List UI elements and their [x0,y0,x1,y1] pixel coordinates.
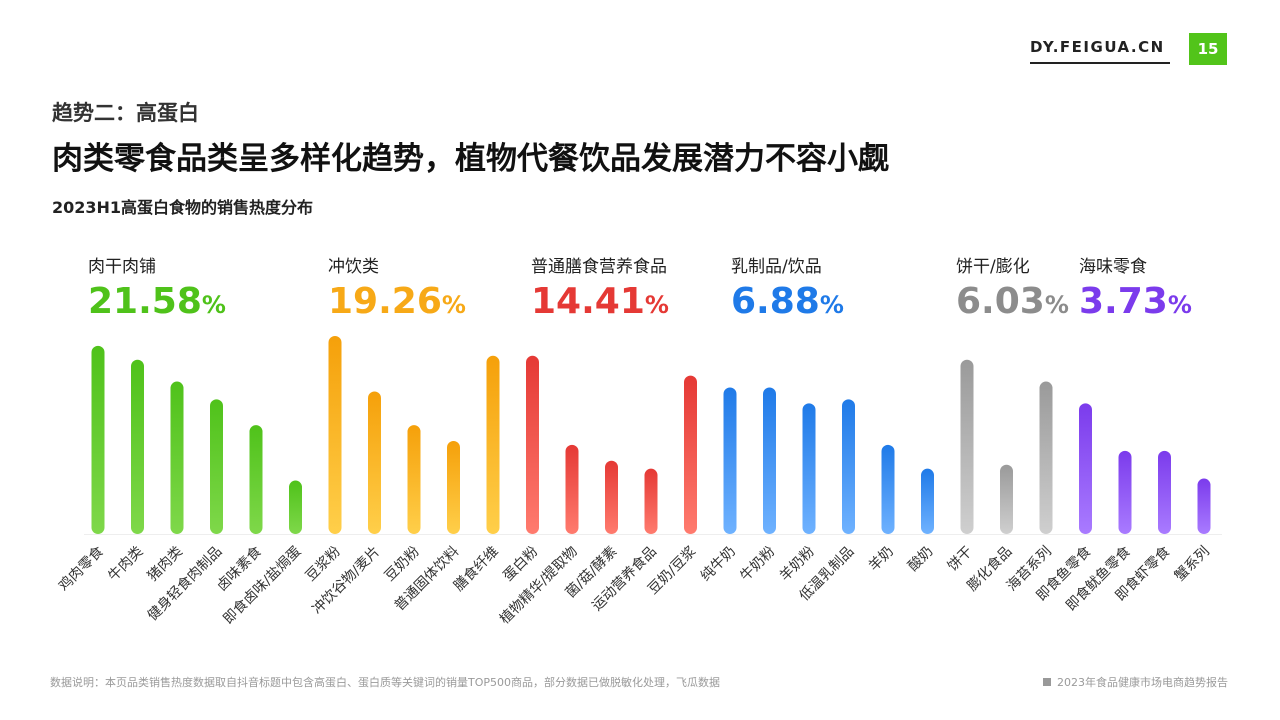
group-label: 海味零食 [1079,257,1147,277]
brand-url[interactable]: DY.FEIGUA.CN [1030,38,1165,56]
group-share-value: 14.41 [531,281,645,322]
bar-26 [1079,403,1092,534]
page-headline: 肉类零食品类呈多样化趋势，植物代餐饮品发展潜力不容小觑 [52,141,889,177]
x-tick-label: 牛肉类 [105,544,146,585]
group-share-unit: % [441,291,466,319]
bar-11 [486,355,500,534]
group-summary-nutrition: 普通膳食营养食品 14.41% [531,252,669,322]
group-summary-dairy: 乳制品/饮品 6.88% [731,252,844,322]
bar-21 [881,444,895,534]
group-share-unit: % [1167,291,1192,319]
bar-8 [368,391,381,534]
bar-1 [91,345,105,534]
section-eyebrow: 趋势二：高蛋白 [52,101,199,125]
bar-29 [1197,478,1211,534]
bar-23 [960,359,974,534]
brand-underline [1030,62,1170,64]
group-share-value: 6.03 [956,281,1045,322]
bar-25 [1039,381,1053,534]
bar-2 [131,359,144,534]
group-share-value: 19.26 [328,281,442,322]
group-share: 21.58% [88,281,226,322]
bar-28 [1158,450,1171,534]
group-label: 冲饮类 [328,257,379,277]
x-tick-label: 饼干 [945,544,976,575]
report-title: 2023年食品健康市场电商趋势报告 [1043,674,1228,690]
bar-14 [605,460,618,534]
report-title-text: 2023年食品健康市场电商趋势报告 [1057,676,1228,689]
x-tick-label: 牛奶粉 [737,544,778,585]
page-number-badge: 15 [1189,33,1227,65]
group-share-value: 3.73 [1079,281,1168,322]
bar-4 [210,399,223,534]
group-share: 14.41% [531,281,669,322]
bar-17 [723,387,737,534]
bar-9 [407,425,421,534]
group-share-unit: % [644,291,669,319]
bar-6 [289,480,302,534]
x-tick-label: 蟹系列 [1172,544,1213,585]
group-summary-meat: 肉干肉铺 21.58% [88,252,226,322]
bar-13 [565,444,579,534]
group-label: 肉干肉铺 [88,257,156,277]
bar-18 [763,387,776,534]
bar-10 [447,440,460,534]
group-label: 普通膳食营养食品 [531,257,667,277]
x-tick-label: 纯牛奶 [698,544,739,585]
bar-12 [526,355,539,534]
bar-19 [802,403,816,534]
bar-20 [842,399,855,534]
bar-24 [1000,464,1013,534]
x-tick-label: 酸奶 [905,544,936,575]
group-share-unit: % [819,291,844,319]
group-share-value: 6.88 [731,281,820,322]
square-icon [1043,678,1051,686]
bar-16 [684,375,697,534]
group-share: 19.26% [328,281,466,322]
group-share: 3.73% [1079,281,1192,322]
x-tick-label: 羊奶 [866,544,897,575]
bar-5 [249,425,263,534]
group-share-value: 21.58 [88,281,202,322]
group-share: 6.03% [956,281,1069,322]
group-share-unit: % [1044,291,1069,319]
data-footnote: 数据说明：本页品类销售热度数据取自抖音标题中包含高蛋白、蛋白质等关键词的销量TO… [50,676,721,689]
group-label: 乳制品/饮品 [731,257,822,277]
group-summary-seafood: 海味零食 3.73% [1079,252,1192,322]
group-share-unit: % [201,291,226,319]
chart-subtitle: 2023H1高蛋白食物的销售热度分布 [52,198,314,217]
group-share: 6.88% [731,281,844,322]
bar-27 [1118,450,1132,534]
bar-3 [170,381,184,534]
group-summary-biscuits: 饼干/膨化 6.03% [956,252,1069,322]
x-tick-label: 鸡肉零食 [55,543,107,595]
group-label: 饼干/膨化 [956,257,1030,277]
bar-15 [644,468,658,534]
bar-7 [328,336,342,534]
group-summary-drinks: 冲饮类 19.26% [328,252,466,322]
bar-22 [921,468,934,534]
